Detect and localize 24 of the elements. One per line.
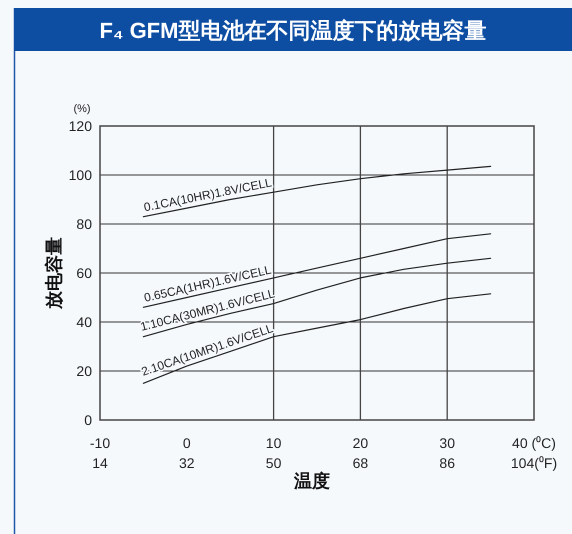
x-tick-label: 0 [182,435,191,451]
chart-title: F₄ GFM型电池在不同温度下的放电容量 [100,18,486,43]
y-tick-label: 80 [76,216,92,232]
x2-tick-label: 68 [352,455,368,471]
x2-tick-label: 86 [439,455,456,471]
x2-tick-label: 32 [179,455,195,471]
x2-tick-label: 50 [266,455,282,471]
y-tick-label: 60 [76,265,92,281]
y-tick-label: 0 [84,412,92,428]
x-tick-label: 20 [352,435,368,451]
y-tick-label: 120 [68,118,92,134]
x2-tick-label: 104(⁰F) [510,455,558,471]
y-tick-label: 20 [76,363,92,379]
x-tick-label: 40 (⁰C) [512,435,556,451]
text: (%) [73,103,91,115]
x-tick-label: 10 [266,435,282,451]
x-tick-label: 30 [439,435,456,451]
x-tick-label: -10 [90,435,110,451]
y-tick-label: 100 [68,167,92,183]
y-axis-title: 放电容量 [44,237,64,310]
x2-tick-label: 14 [92,455,108,471]
y-tick-label: 40 [76,314,92,330]
line-series [142,166,492,218]
x-axis-title: 温度 [293,471,330,491]
